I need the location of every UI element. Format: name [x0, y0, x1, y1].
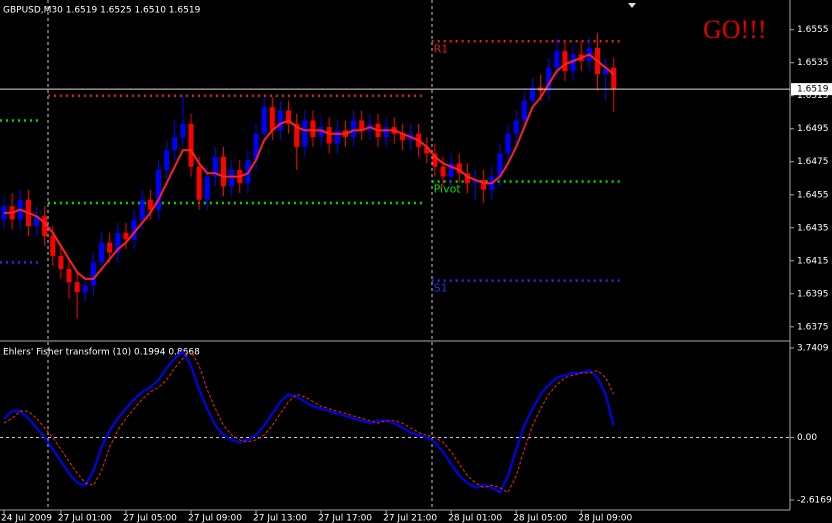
y-tick-label: -2.6169 — [797, 496, 832, 506]
y-tick-label: 0.00 — [797, 433, 817, 443]
candle-body — [155, 170, 161, 210]
candle-body — [456, 163, 462, 174]
candle-body — [172, 136, 178, 151]
candle-body — [277, 110, 283, 131]
candle-body — [188, 123, 194, 167]
candle-body — [196, 166, 202, 200]
x-tick-label: 28 Jul 05:00 — [513, 514, 567, 523]
shift-marker — [628, 3, 636, 8]
x-tick-label: 28 Jul 09:00 — [578, 514, 632, 523]
candle-body — [562, 51, 568, 71]
y-tick-label: 3.7409 — [797, 344, 829, 354]
candle-body — [58, 255, 64, 270]
y-tick-label: 1.6535 — [797, 58, 829, 68]
x-tick-label: 27 Jul 09:00 — [188, 514, 242, 523]
y-tick-label: 1.6455 — [797, 190, 829, 200]
indicator-line — [3, 349, 615, 494]
candle-body — [351, 120, 357, 137]
candle-body — [424, 146, 430, 154]
y-tick-label: 1.6435 — [797, 223, 829, 233]
candle-body — [546, 67, 552, 91]
candle-body — [318, 127, 324, 137]
candle-body — [42, 216, 48, 237]
indicator-line — [4, 53, 615, 280]
y-tick-label: 1.6475 — [797, 157, 829, 167]
level-label: R1 — [434, 42, 449, 55]
candle-body — [448, 163, 454, 177]
candle-body — [611, 67, 617, 90]
candle-body — [115, 232, 121, 253]
candle-body — [603, 67, 609, 75]
candle-body — [180, 123, 186, 137]
candle-body — [326, 127, 332, 144]
y-tick-label: 1.6515 — [797, 91, 829, 101]
candle-body — [229, 170, 235, 187]
candle-body — [286, 110, 292, 124]
level-label: Pivot — [434, 183, 462, 196]
candle-body — [164, 150, 170, 170]
candle-body — [359, 120, 365, 131]
indicator-title: Ehlers' Fisher transform (10) 0.1994 0.8… — [3, 348, 200, 358]
candle-body — [310, 120, 316, 137]
x-tick-label: 28 Jul 01:00 — [448, 514, 502, 523]
x-tick-label: 27 Jul 13:00 — [253, 514, 307, 523]
current-price-box — [791, 83, 832, 96]
x-tick-label: 27 Jul 21:00 — [383, 514, 437, 523]
candle-body — [99, 242, 105, 263]
y-tick-label: 1.6495 — [797, 124, 829, 134]
x-tick-label: 24 Jul 2009 — [1, 514, 52, 523]
candle-body — [399, 133, 405, 141]
candle-body — [464, 173, 470, 184]
candle-body — [302, 120, 308, 147]
candle-body — [131, 219, 137, 240]
candle-body — [74, 282, 80, 293]
y-tick-label: 1.6375 — [797, 322, 829, 332]
candle-body — [432, 153, 438, 167]
candle-body — [497, 153, 503, 177]
candle-body — [513, 120, 519, 134]
candle-body — [294, 123, 300, 147]
candle-body — [521, 100, 527, 121]
current-price-label: 1.6519 — [797, 85, 829, 95]
candle-body — [269, 107, 275, 131]
x-tick-label: 27 Jul 05:00 — [123, 514, 177, 523]
candle-body — [261, 107, 267, 134]
x-tick-label: 27 Jul 17:00 — [318, 514, 372, 523]
candle-body — [473, 179, 479, 184]
y-tick-label: 1.6555 — [797, 25, 829, 35]
candle-body — [34, 216, 40, 227]
chart-title: GBPUSD,M30 1.6519 1.6525 1.6510 1.6519 — [3, 6, 201, 16]
candle-body — [82, 285, 88, 293]
annotation: GO!!! — [703, 15, 767, 44]
candle-body — [554, 51, 560, 68]
candle-body — [50, 236, 56, 256]
y-tick-label: 1.6395 — [797, 289, 829, 299]
candle-body — [147, 199, 153, 210]
x-tick-label: 27 Jul 01:00 — [58, 514, 112, 523]
candle-body — [570, 54, 576, 71]
candle-body — [529, 87, 535, 101]
candle-body — [334, 130, 340, 144]
indicator-line — [3, 350, 615, 494]
candle-body — [221, 156, 227, 187]
candle-body — [139, 199, 145, 220]
candle-body — [440, 166, 446, 177]
candle-body — [212, 156, 218, 177]
candle-body — [505, 133, 511, 154]
candle-body — [123, 232, 129, 240]
candle-body — [481, 179, 487, 190]
candle-body — [253, 133, 259, 161]
candle-body — [90, 262, 96, 286]
candle-body — [204, 176, 210, 200]
y-tick-label: 1.6415 — [797, 256, 829, 266]
candle-body — [66, 269, 72, 283]
candle-body — [383, 127, 389, 137]
level-label: S1 — [434, 282, 448, 295]
candle-body — [107, 242, 113, 253]
